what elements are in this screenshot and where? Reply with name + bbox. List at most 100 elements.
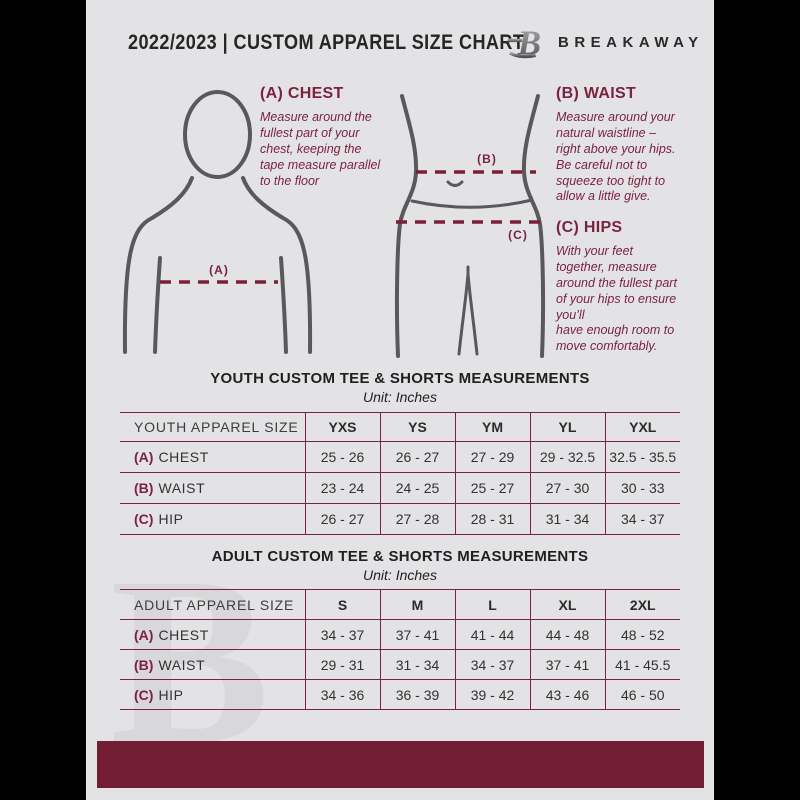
row-label-cell: (B) WAIST: [120, 473, 305, 504]
youth-unit-label: Unit: Inches: [363, 389, 437, 405]
cell-value: 26 - 27: [379, 441, 455, 473]
logo-swoosh: [509, 51, 536, 59]
table-row-adult-hip: (C) HIP 34 - 36 36 - 39 39 - 42 43 - 46 4…: [120, 679, 680, 710]
adult-section-title: ADULT CUSTOM TEE & SHORTS MEASUREMENTS: [211, 548, 589, 565]
logo-letter: B: [516, 23, 541, 62]
row-letter: (B): [134, 656, 154, 673]
row-label: WAIST: [158, 656, 206, 673]
cell-value: 29 - 31: [304, 649, 380, 680]
chest-line-label: (A): [209, 263, 229, 277]
hips-guide: (C) HIPS With your feet together, measur…: [556, 219, 714, 355]
adult-size-table: ADULT APPAREL SIZE S M L XL 2XL (A) CHEST…: [120, 589, 680, 710]
figure-hip-curve: [410, 198, 534, 209]
row-label-cell: (C) HIP: [120, 504, 305, 535]
brand-lockup: B BREAKAWAY: [506, 20, 704, 64]
cell-value: 28 - 31: [454, 503, 530, 535]
chest-guide: (A) CHEST Measure around the fullest par…: [260, 85, 412, 189]
cell-value: 41 - 45.5: [604, 649, 680, 680]
table-row-adult-waist: (B) WAIST 29 - 31 31 - 34 34 - 37 37 - 41…: [120, 649, 680, 680]
size-header-xl: XL: [529, 589, 605, 620]
cell-value: 37 - 41: [379, 619, 455, 650]
size-header-ym: YM: [454, 412, 530, 442]
waist-guide-heading: (B) WAIST: [556, 85, 637, 102]
row-label-cell: (A) CHEST: [120, 620, 305, 650]
size-header-yl: YL: [529, 412, 605, 442]
waist-guide: (B) WAIST Measure around your natural wa…: [556, 85, 714, 205]
row-label: WAIST: [158, 480, 206, 496]
footer-bar: [97, 741, 704, 788]
waist-guide-body: Measure around your natural waistline – …: [556, 110, 676, 204]
cell-value: 25 - 27: [454, 472, 530, 504]
chest-guide-body: Measure around the fullest part of your …: [260, 110, 381, 188]
cell-value: 31 - 34: [529, 503, 605, 535]
figure-head-outline: [183, 90, 252, 179]
cell-value: 27 - 30: [529, 472, 605, 504]
cell-value: 23 - 24: [304, 472, 380, 504]
row-label-cell: (A) CHEST: [120, 442, 305, 473]
adult-unit-label: Unit: Inches: [363, 567, 437, 583]
youth-header-row: YOUTH APPAREL SIZE YXS YS YM YL YXL: [120, 412, 680, 442]
cell-value: 26 - 27: [304, 503, 380, 535]
row-letter: (B): [134, 480, 154, 496]
figure-legs-split: [457, 265, 479, 356]
cell-value: 43 - 46: [529, 679, 605, 710]
size-header-s: S: [304, 589, 380, 620]
table-row-youth-chest: (A) CHEST 25 - 26 26 - 27 27 - 29 29 - 32…: [120, 441, 680, 473]
size-header-ys: YS: [379, 412, 455, 442]
cell-value: 41 - 44: [454, 619, 530, 650]
figure-left-shoulder-arm: [122, 176, 194, 354]
watermark-letter: B: [110, 527, 271, 793]
row-label: HIP: [158, 511, 184, 527]
row-letter: (A): [134, 449, 154, 465]
header: 2022/2023 | CUSTOM APPAREL SIZE CHART B …: [86, 20, 714, 64]
row-letter: (A): [134, 626, 154, 643]
page-title: 2022/2023 | CUSTOM APPAREL SIZE CHART: [128, 30, 525, 54]
cell-value: 27 - 28: [379, 503, 455, 535]
row-label: CHEST: [158, 449, 209, 465]
cell-value: 34 - 36: [304, 679, 380, 710]
cell-value: 29 - 32.5: [529, 441, 605, 473]
figure-left-torso-side: [153, 256, 162, 354]
table-row-youth-waist: (B) WAIST 23 - 24 24 - 25 25 - 27 27 - 30…: [120, 472, 680, 504]
cell-value: 36 - 39: [379, 679, 455, 710]
chest-figure-illustration: (A): [122, 90, 313, 354]
table-row-adult-chest: (A) CHEST 34 - 37 37 - 41 41 - 44 44 - 48…: [120, 619, 680, 650]
row-label-cell: (B) WAIST: [120, 650, 305, 680]
waist-hips-figure-illustration: (B) (C): [394, 94, 546, 358]
size-header-2xl: 2XL: [604, 589, 680, 620]
cell-value: 37 - 41: [529, 649, 605, 680]
cell-value: 24 - 25: [379, 472, 455, 504]
cell-value: 25 - 26: [304, 441, 380, 473]
cell-value: 48 - 52: [604, 619, 680, 650]
cell-value: 34 - 37: [604, 503, 680, 535]
row-letter: (C): [134, 686, 154, 703]
cell-value: 32.5 - 35.5: [604, 441, 680, 473]
breakaway-logo-icon: B: [507, 23, 541, 62]
figure-navel: [446, 180, 464, 187]
hips-guide-heading: (C) HIPS: [556, 219, 623, 236]
brand-name: BREAKAWAY: [558, 33, 704, 51]
waist-line-label: (B): [477, 152, 497, 166]
cell-value: 31 - 34: [379, 649, 455, 680]
row-letter: (C): [134, 511, 154, 527]
figure-right-hip-side: [521, 94, 546, 358]
youth-section-title: YOUTH CUSTOM TEE & SHORTS MEASUREMENTS: [210, 370, 590, 387]
hips-guide-body: With your feet together, measure around …: [556, 244, 677, 354]
row-label: CHEST: [158, 626, 209, 643]
size-header-l: L: [454, 589, 530, 620]
size-header-yxl: YXL: [604, 412, 680, 442]
chest-guide-heading: (A) CHEST: [260, 85, 344, 102]
size-chart-page: B 2022/2023 | CUSTOM APPAREL SIZE CHART …: [86, 0, 714, 800]
cell-value: 34 - 37: [304, 619, 380, 650]
adult-header-row: ADULT APPAREL SIZE S M L XL 2XL: [120, 589, 680, 620]
cell-value: 39 - 42: [454, 679, 530, 710]
cell-value: 34 - 37: [454, 649, 530, 680]
adult-size-column-header: ADULT APPAREL SIZE: [134, 596, 295, 613]
figure-right-torso-side: [279, 256, 288, 354]
figure-right-shoulder-arm: [241, 176, 313, 354]
logo-crossbar: [507, 38, 523, 43]
figure-left-hip-side: [394, 94, 419, 358]
youth-size-column-header: YOUTH APPAREL SIZE: [134, 419, 299, 435]
table-row-youth-hip: (C) HIP 26 - 27 27 - 28 28 - 31 31 - 34 3…: [120, 503, 680, 535]
cell-value: 46 - 50: [604, 679, 680, 710]
